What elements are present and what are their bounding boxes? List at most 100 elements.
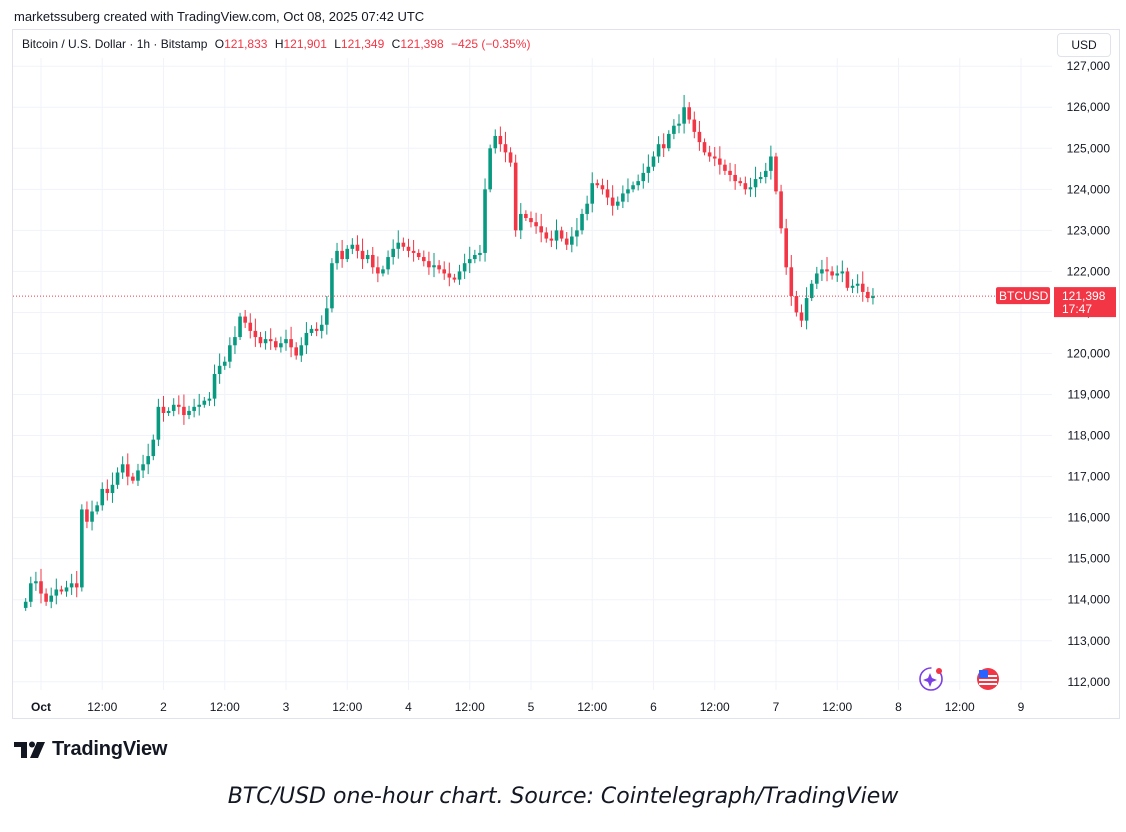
candle-body bbox=[294, 347, 298, 356]
candle bbox=[177, 395, 181, 415]
candle-body bbox=[325, 308, 329, 325]
price-tag-countdown: 17:47 bbox=[1062, 302, 1092, 316]
candle bbox=[23, 598, 28, 611]
candle bbox=[600, 178, 605, 195]
price-tag: BTCUSD 121,398 17:47 bbox=[996, 287, 1116, 318]
candle bbox=[376, 256, 380, 283]
candle-body bbox=[217, 365, 222, 374]
candle-body bbox=[192, 406, 196, 411]
candle bbox=[136, 463, 140, 486]
candle bbox=[44, 588, 48, 606]
candle bbox=[64, 580, 69, 597]
candle-body bbox=[212, 374, 217, 399]
figure-caption: BTC/USD one-hour chart. Source: Cointele… bbox=[227, 784, 899, 809]
us-flag-icon[interactable] bbox=[977, 668, 999, 690]
candle bbox=[161, 395, 166, 422]
candle-body bbox=[401, 242, 406, 247]
candle-body bbox=[595, 183, 600, 186]
candle-body bbox=[253, 330, 258, 338]
candle bbox=[192, 398, 196, 418]
candle-body bbox=[391, 248, 395, 258]
candle bbox=[820, 259, 824, 282]
candle bbox=[753, 166, 758, 198]
candle bbox=[871, 288, 875, 305]
candle-body bbox=[539, 226, 543, 233]
candle-body bbox=[90, 511, 94, 522]
candle-body bbox=[860, 283, 865, 292]
candle-body bbox=[656, 144, 661, 157]
candle-body bbox=[437, 265, 441, 270]
candle bbox=[59, 585, 64, 595]
candle-body bbox=[651, 156, 656, 167]
candle-body bbox=[69, 583, 74, 588]
x-tick-label: 12:00 bbox=[87, 700, 117, 714]
candle bbox=[830, 266, 834, 280]
price-tag-bg bbox=[1054, 287, 1116, 318]
candle bbox=[845, 267, 850, 291]
candle-body bbox=[289, 339, 293, 348]
candle-body bbox=[335, 250, 339, 264]
candle-body bbox=[666, 133, 671, 149]
symbol-tag-label: BTCUSD bbox=[999, 289, 1049, 303]
candle bbox=[799, 304, 804, 328]
candle bbox=[687, 102, 692, 124]
candle-body bbox=[115, 472, 120, 485]
candle bbox=[825, 257, 829, 282]
candle-body bbox=[549, 238, 554, 241]
candle-body bbox=[605, 189, 610, 198]
candle-body bbox=[243, 316, 247, 323]
candle bbox=[411, 240, 416, 262]
candle-body bbox=[692, 119, 697, 132]
candle-body bbox=[748, 187, 753, 190]
candle bbox=[248, 313, 253, 339]
candle-body bbox=[177, 404, 181, 407]
candle bbox=[442, 261, 447, 280]
candle-body bbox=[279, 343, 283, 348]
x-tick-label: 9 bbox=[1018, 700, 1025, 714]
y-tick-label: 119,000 bbox=[1068, 388, 1111, 402]
candle-body bbox=[422, 257, 426, 262]
candle bbox=[141, 454, 145, 478]
candle bbox=[131, 472, 135, 484]
candle-body bbox=[508, 152, 513, 163]
candle bbox=[49, 587, 54, 609]
candle bbox=[273, 337, 278, 351]
candle-body bbox=[120, 464, 125, 473]
candle-body bbox=[222, 361, 227, 366]
currency-button[interactable]: USD bbox=[1057, 33, 1111, 57]
candle bbox=[712, 147, 717, 167]
candle-body bbox=[59, 589, 64, 592]
candle bbox=[590, 172, 595, 213]
candle bbox=[738, 177, 743, 187]
candle-body bbox=[794, 296, 799, 313]
candle bbox=[284, 329, 288, 351]
symbol-info: Bitcoin / U.S. Dollar · 1h · Bitstamp bbox=[22, 37, 208, 51]
candle bbox=[524, 210, 528, 222]
candle-body bbox=[80, 509, 84, 588]
candle-body bbox=[559, 230, 564, 239]
candle-body bbox=[314, 328, 319, 331]
chart-frame[interactable] bbox=[12, 29, 1120, 719]
candle bbox=[615, 196, 620, 210]
candle-body bbox=[753, 179, 758, 188]
candle bbox=[314, 322, 319, 337]
candle bbox=[748, 177, 753, 197]
candle bbox=[815, 266, 819, 289]
candle bbox=[866, 286, 870, 303]
candle bbox=[39, 568, 43, 604]
candle bbox=[243, 309, 247, 328]
candle bbox=[769, 145, 773, 180]
candle-body bbox=[866, 291, 870, 299]
candle bbox=[355, 235, 360, 259]
candle bbox=[447, 262, 452, 287]
candle-body bbox=[738, 181, 743, 184]
candle-body bbox=[299, 345, 304, 356]
candle bbox=[656, 136, 661, 163]
y-tick-label: 116,000 bbox=[1068, 511, 1111, 525]
ai-sparkle-icon[interactable] bbox=[919, 667, 943, 691]
candle bbox=[723, 159, 727, 175]
candle bbox=[677, 114, 681, 134]
chart-credit: marketssuberg created with TradingView.c… bbox=[14, 9, 425, 24]
candle-body bbox=[763, 170, 768, 178]
